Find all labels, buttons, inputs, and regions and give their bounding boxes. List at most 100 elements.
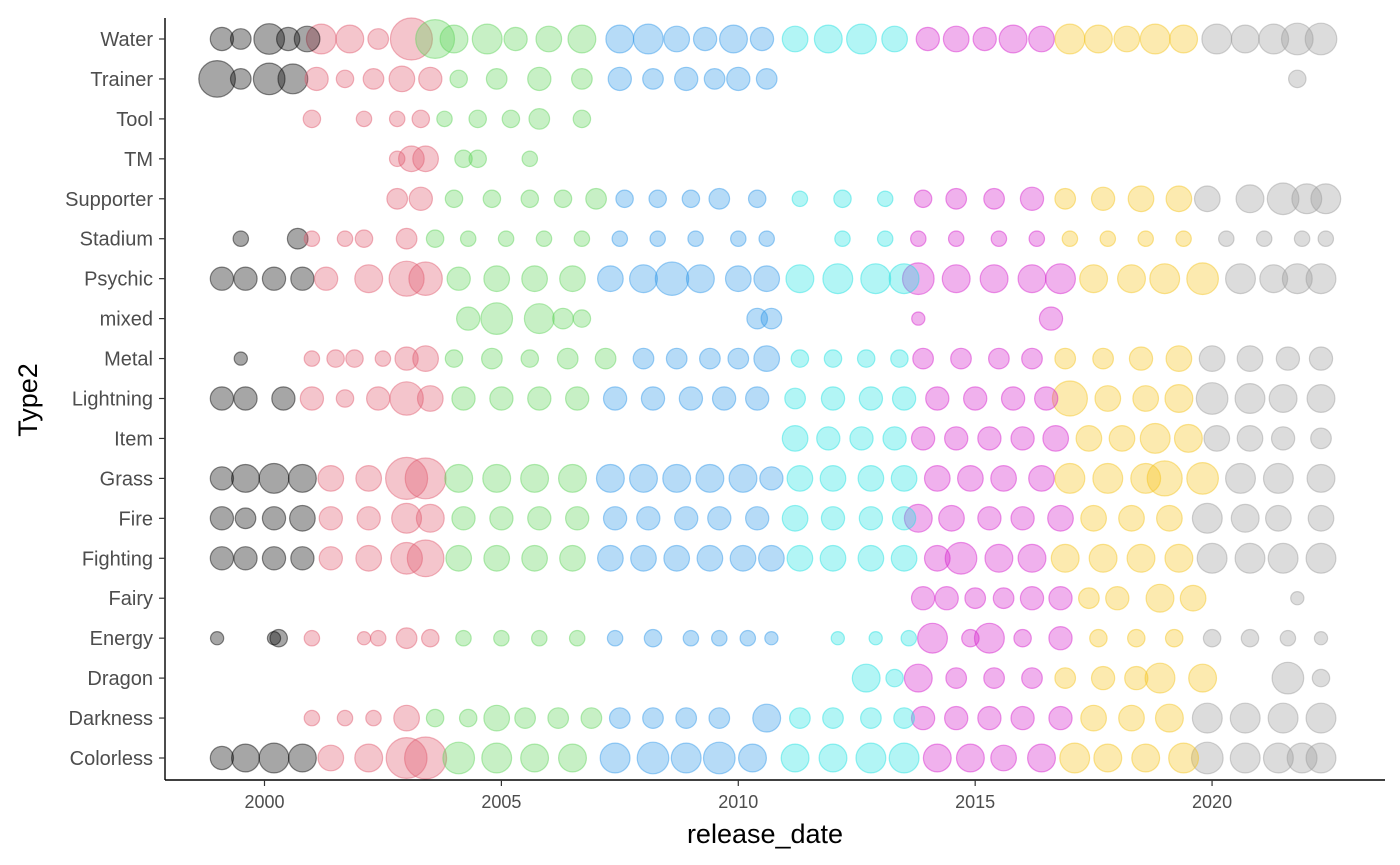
data-point bbox=[557, 743, 587, 773]
data-point bbox=[729, 230, 747, 247]
data-point bbox=[271, 386, 296, 411]
data-point bbox=[459, 230, 477, 247]
data-point bbox=[758, 230, 775, 247]
data-point bbox=[425, 708, 445, 728]
data-point bbox=[818, 743, 848, 773]
data-point bbox=[602, 506, 628, 531]
data-point bbox=[890, 349, 909, 368]
data-point bbox=[266, 631, 282, 646]
x-tick-label: 2000 bbox=[244, 792, 284, 812]
data-point bbox=[916, 622, 948, 654]
data-point bbox=[1139, 422, 1171, 454]
data-point bbox=[983, 187, 1005, 210]
data-point bbox=[938, 504, 965, 532]
data-point bbox=[261, 506, 287, 531]
data-point bbox=[1317, 230, 1335, 247]
data-point bbox=[1146, 460, 1183, 497]
data-point bbox=[303, 709, 321, 727]
data-point bbox=[335, 389, 355, 408]
data-point bbox=[493, 629, 510, 647]
data-point bbox=[1019, 586, 1045, 611]
data-point bbox=[822, 707, 844, 729]
data-point bbox=[1311, 668, 1331, 688]
data-point bbox=[876, 230, 894, 247]
data-point bbox=[823, 349, 843, 368]
data-point bbox=[597, 544, 624, 572]
data-point bbox=[1028, 230, 1046, 247]
data-point bbox=[1310, 183, 1342, 215]
data-point bbox=[1010, 506, 1035, 531]
data-point bbox=[718, 24, 748, 54]
data-point bbox=[990, 230, 1008, 247]
data-point bbox=[630, 544, 657, 572]
data-point bbox=[527, 386, 552, 411]
data-point bbox=[708, 187, 731, 210]
data-point bbox=[1164, 543, 1194, 573]
data-point bbox=[304, 66, 329, 92]
data-point bbox=[1054, 187, 1077, 210]
data-point bbox=[753, 265, 781, 293]
data-point bbox=[950, 347, 972, 370]
data-point bbox=[317, 744, 345, 772]
data-point bbox=[1271, 661, 1305, 695]
data-point bbox=[945, 667, 968, 689]
data-point bbox=[1290, 591, 1305, 606]
data-point bbox=[313, 266, 339, 291]
data-point bbox=[444, 463, 474, 493]
data-point bbox=[990, 744, 1017, 772]
x-tick-label: 2020 bbox=[1192, 792, 1232, 812]
data-point bbox=[389, 381, 424, 416]
data-point bbox=[753, 345, 781, 373]
data-point bbox=[286, 227, 309, 250]
data-point bbox=[1042, 425, 1070, 452]
data-point bbox=[636, 741, 670, 775]
data-point bbox=[1089, 628, 1108, 648]
data-point bbox=[1090, 186, 1116, 211]
data-point bbox=[1288, 69, 1307, 89]
data-point bbox=[833, 189, 852, 209]
data-point bbox=[458, 708, 478, 728]
data-point bbox=[972, 26, 997, 52]
data-point bbox=[1286, 742, 1318, 774]
data-point bbox=[1230, 503, 1260, 533]
data-point bbox=[1179, 584, 1207, 612]
data-point bbox=[1310, 427, 1332, 450]
data-point bbox=[366, 386, 391, 411]
data-point bbox=[912, 347, 934, 370]
data-point bbox=[1054, 667, 1077, 689]
data-point bbox=[1028, 465, 1055, 492]
data-point bbox=[642, 707, 664, 729]
data-point bbox=[1236, 425, 1264, 452]
data-point bbox=[1092, 462, 1124, 494]
data-point bbox=[483, 544, 511, 572]
data-point bbox=[553, 189, 573, 209]
data-point bbox=[1048, 586, 1073, 611]
data-point bbox=[1190, 741, 1224, 775]
data-point bbox=[857, 465, 885, 492]
data-point bbox=[1305, 263, 1337, 295]
data-point bbox=[1021, 347, 1043, 370]
y-tick-label: mixed bbox=[100, 309, 153, 331]
data-point bbox=[911, 311, 926, 326]
data-point bbox=[535, 230, 553, 247]
data-point bbox=[290, 266, 315, 291]
data-point bbox=[640, 386, 666, 411]
data-point bbox=[356, 506, 381, 531]
data-point bbox=[303, 629, 321, 647]
data-point bbox=[1240, 628, 1260, 648]
data-point bbox=[1108, 425, 1136, 452]
data-point bbox=[636, 506, 661, 531]
data-point bbox=[1264, 504, 1292, 532]
data-point bbox=[1262, 462, 1294, 494]
data-point bbox=[415, 503, 445, 533]
data-point bbox=[992, 587, 1015, 610]
data-point bbox=[547, 707, 570, 729]
data-point bbox=[480, 302, 514, 336]
data-point bbox=[910, 426, 936, 451]
data-point bbox=[356, 631, 372, 646]
data-point bbox=[642, 67, 664, 90]
data-point bbox=[977, 705, 1002, 731]
data-point bbox=[1275, 346, 1301, 371]
data-point bbox=[1038, 306, 1064, 331]
data-point bbox=[786, 465, 814, 492]
